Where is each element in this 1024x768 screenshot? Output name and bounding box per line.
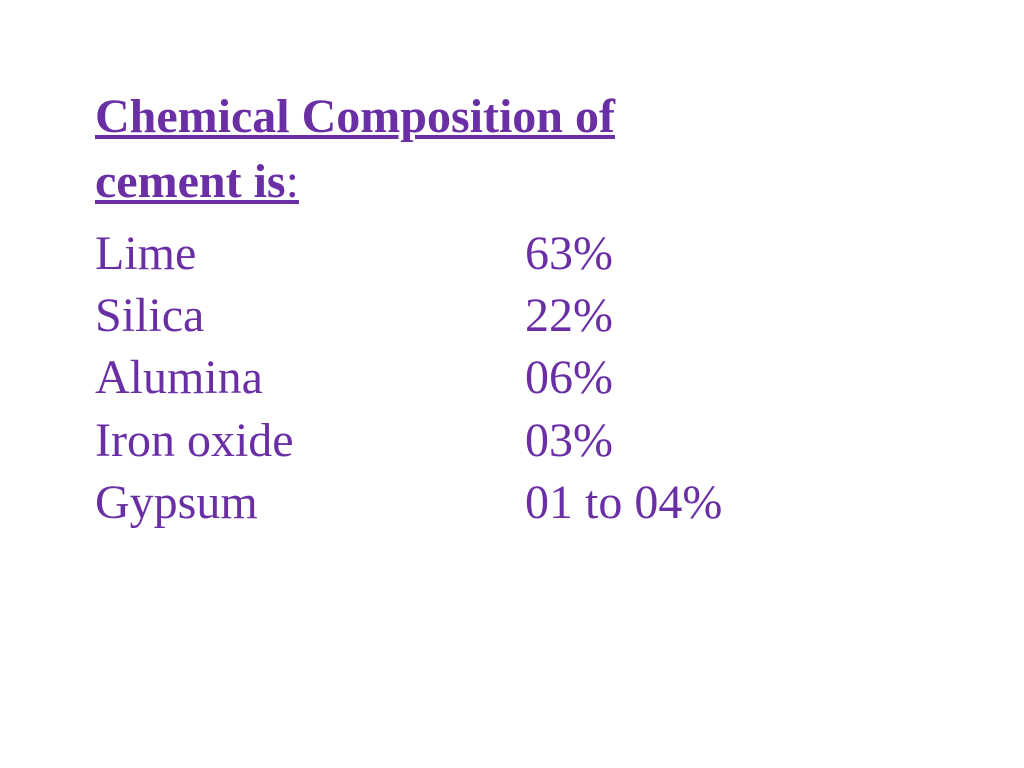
- title-colon: :: [286, 155, 299, 208]
- composition-label: Iron oxide: [95, 410, 525, 472]
- composition-label: Gypsum: [95, 472, 525, 534]
- title-line1: Chemical Composition of: [95, 90, 615, 143]
- composition-row: Silica 22%: [95, 285, 929, 347]
- composition-label: Silica: [95, 285, 525, 347]
- composition-value: 03%: [525, 410, 929, 472]
- title-line2-underlined: cement is: [95, 155, 286, 208]
- composition-value: 22%: [525, 285, 929, 347]
- slide-title: Chemical Composition of cement is:: [95, 85, 929, 215]
- composition-label: Alumina: [95, 347, 525, 409]
- composition-row: Lime 63%: [95, 223, 929, 285]
- composition-row: Alumina 06%: [95, 347, 929, 409]
- composition-value: 01 to 04%: [525, 472, 929, 534]
- composition-value: 06%: [525, 347, 929, 409]
- composition-value: 63%: [525, 223, 929, 285]
- composition-row: Gypsum 01 to 04%: [95, 472, 929, 534]
- composition-label: Lime: [95, 223, 525, 285]
- composition-row: Iron oxide 03%: [95, 410, 929, 472]
